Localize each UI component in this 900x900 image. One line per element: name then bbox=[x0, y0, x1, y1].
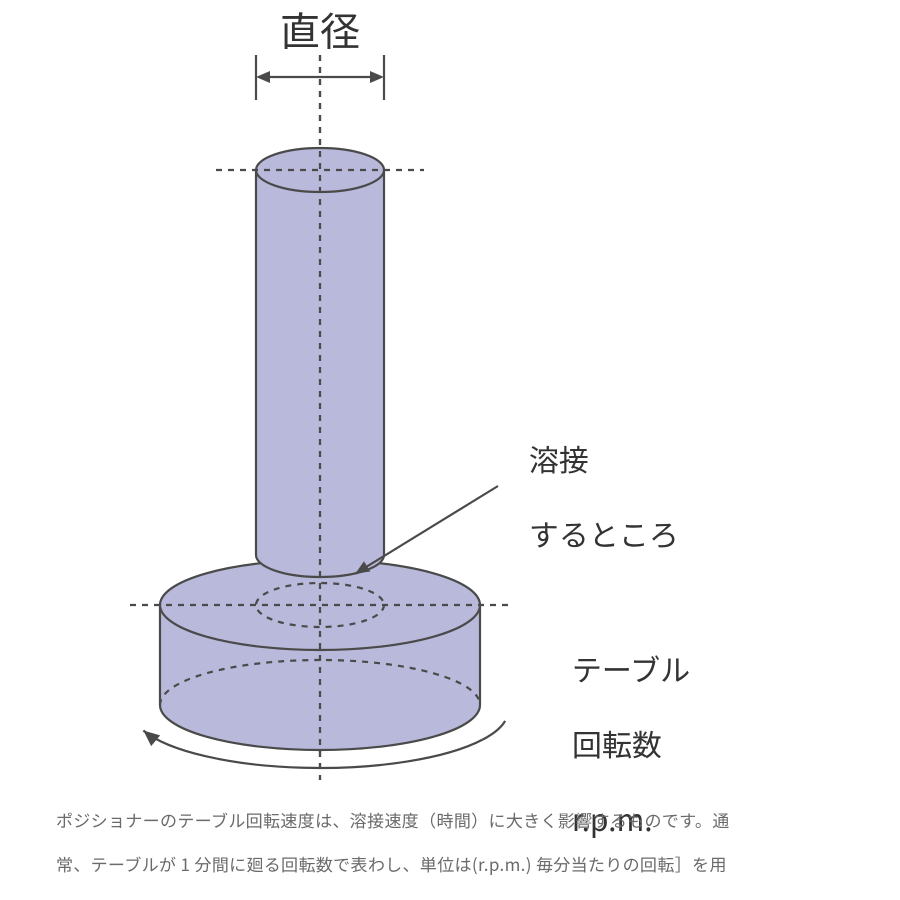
caption-text: ポジショナーのテーブル回転速度は、溶接速度（時間）に大きく影響するものです。通 … bbox=[56, 798, 730, 886]
weld-label: 溶接 するところ bbox=[502, 402, 679, 590]
table-rotation-line2: 回転数 bbox=[572, 721, 662, 765]
weld-label-line1: 溶接 bbox=[529, 436, 589, 480]
diagram-svg bbox=[0, 0, 900, 900]
diagram-canvas: 直径 溶接 するところ テーブル 回転数 r.p.m. ポジショナーのテーブル回… bbox=[0, 0, 900, 900]
caption-line2: 常、テーブルが 1 分間に廻る回転数で表わし、単位は(r.p.m.) 毎分当たり… bbox=[56, 851, 727, 876]
weld-label-line2: するところ bbox=[529, 511, 679, 555]
diameter-label: 直径 bbox=[280, 4, 360, 54]
table-rotation-line1: テーブル bbox=[572, 646, 690, 690]
caption-line1: ポジショナーのテーブル回転速度は、溶接速度（時間）に大きく影響するものです。通 bbox=[56, 807, 730, 832]
